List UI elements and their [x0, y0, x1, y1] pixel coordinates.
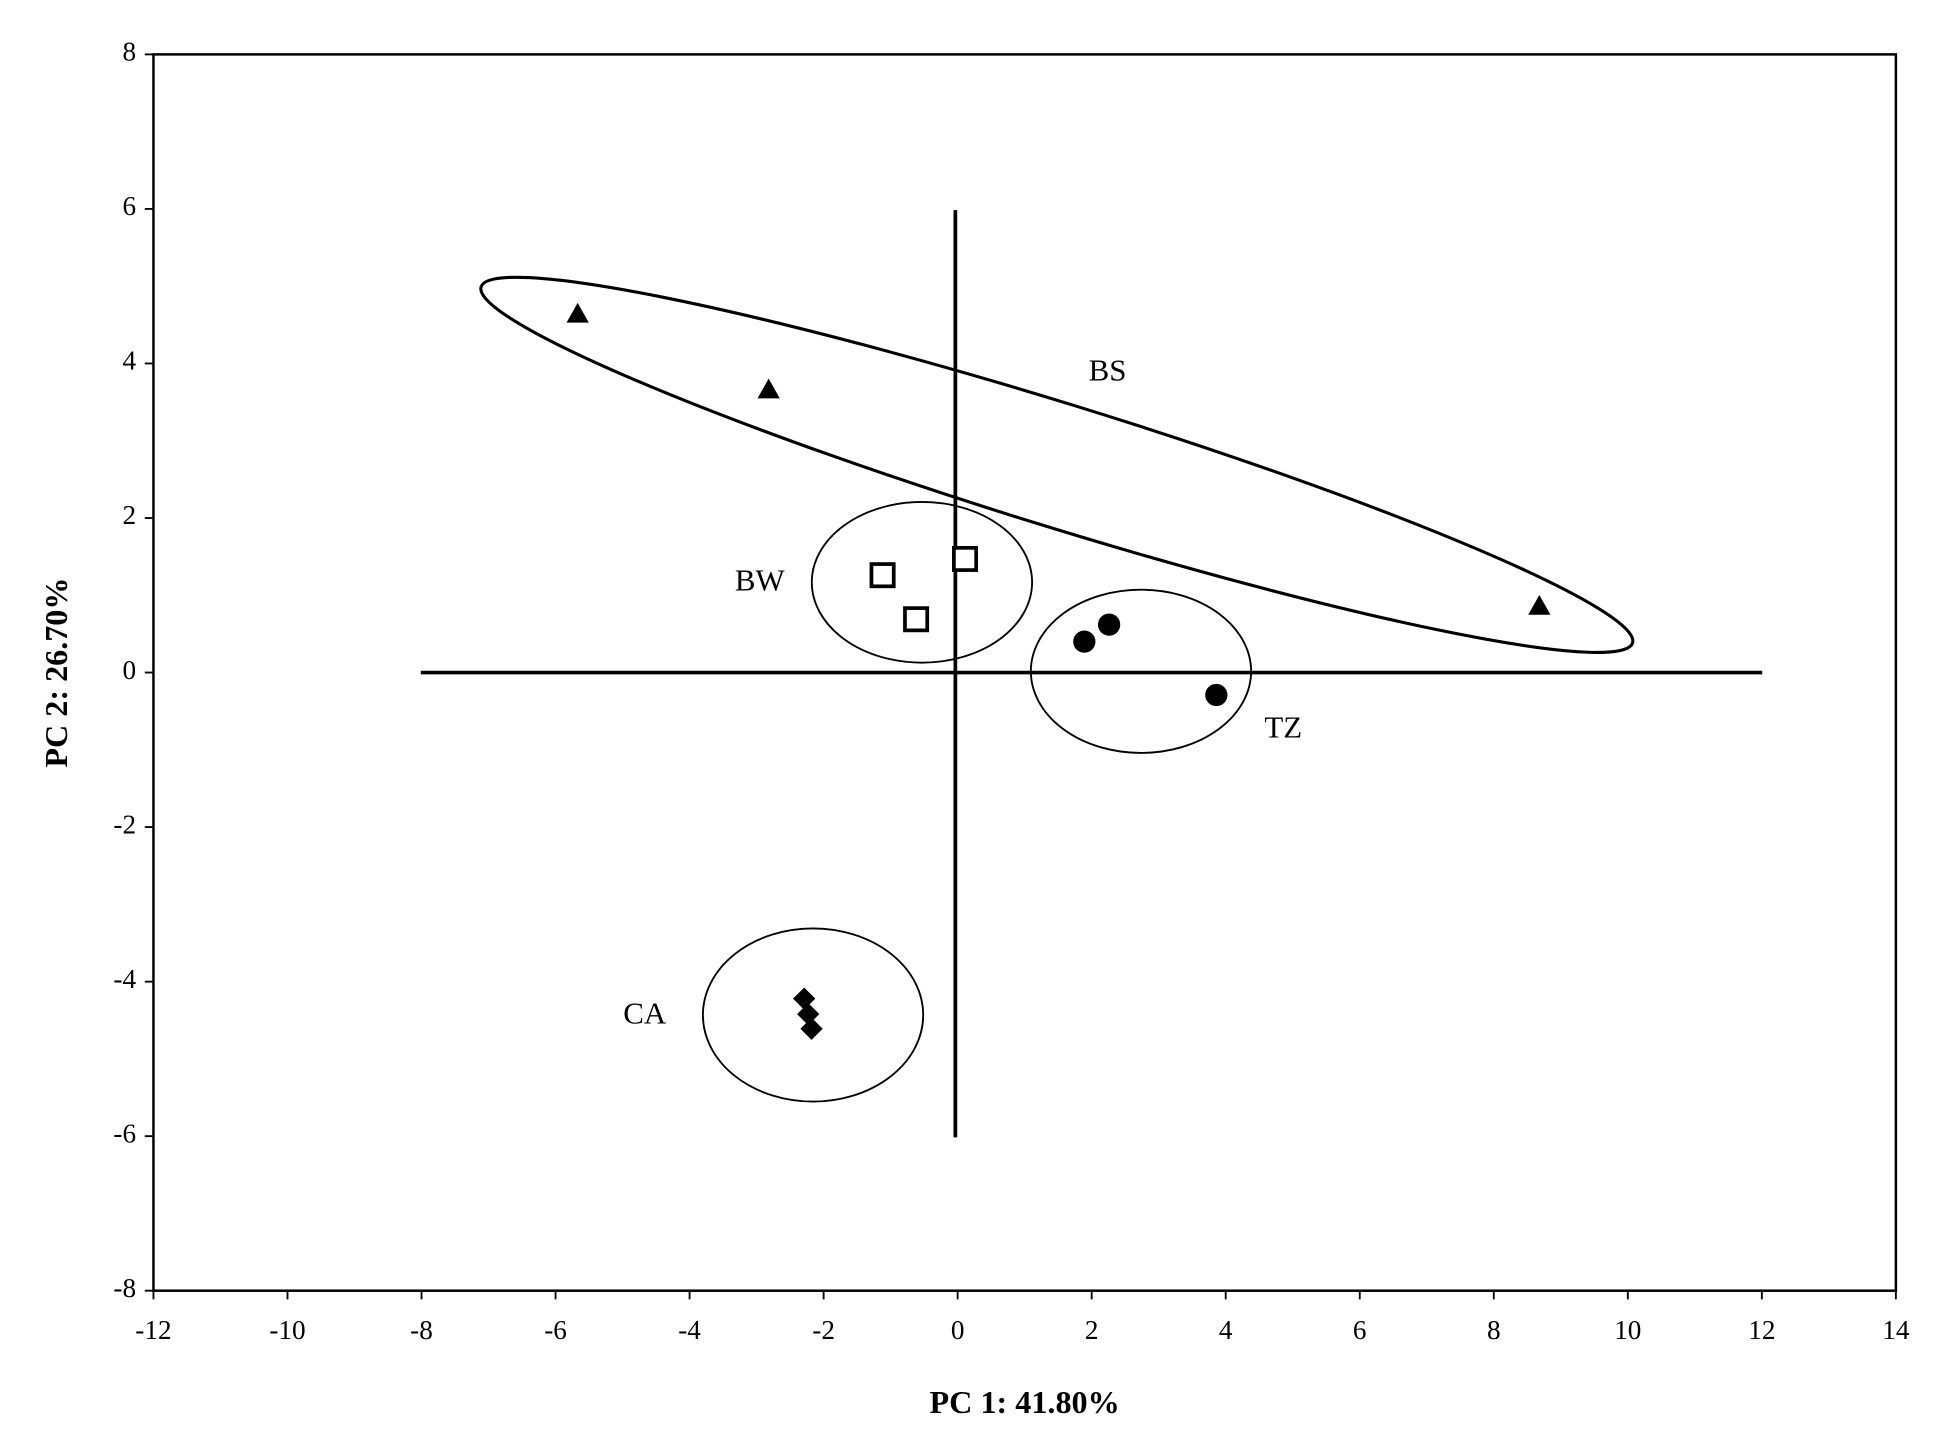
y-tick-label: -2	[113, 809, 136, 839]
y-axis-title: PC 2: 26.70%	[38, 578, 74, 768]
x-tick-label: -10	[269, 1315, 305, 1345]
x-axis-title: PC 1: 41.80%	[930, 1384, 1120, 1420]
y-tick-label: 0	[123, 655, 137, 685]
group-ellipse	[479, 275, 1635, 654]
point	[1097, 613, 1121, 636]
group-label: BW	[735, 563, 786, 598]
point	[1073, 630, 1096, 653]
x-tick-label: 2	[1085, 1315, 1099, 1345]
x-tick-label: 12	[1748, 1315, 1775, 1345]
point	[793, 987, 816, 1010]
point	[797, 1002, 820, 1026]
x-tick-label: 10	[1614, 1315, 1641, 1345]
x-tick-label: -2	[812, 1315, 835, 1345]
point	[800, 1017, 823, 1040]
point	[903, 606, 930, 633]
x-tick-label: 6	[1353, 1315, 1367, 1345]
group-label: CA	[623, 995, 667, 1030]
x-tick-label: -12	[135, 1315, 171, 1345]
y-tick-label: -4	[113, 964, 136, 994]
x-tick-label: 8	[1487, 1315, 1501, 1345]
point	[757, 378, 780, 399]
y-tick-label: 8	[123, 37, 137, 67]
y-tick-label: -6	[113, 1118, 136, 1148]
y-tick-label: -8	[113, 1273, 136, 1303]
point	[869, 562, 896, 589]
group-ellipse	[1029, 588, 1253, 754]
group-label: TZ	[1264, 710, 1302, 745]
point	[1205, 683, 1228, 707]
y-tick-label: 2	[123, 500, 137, 530]
x-tick-label: 4	[1219, 1315, 1233, 1345]
group-label: BS	[1089, 352, 1127, 387]
group-ellipse	[810, 501, 1034, 664]
group-ellipse	[701, 927, 925, 1103]
x-tick-label: 0	[951, 1315, 965, 1345]
point	[1528, 594, 1551, 615]
x-tick-label: -6	[544, 1315, 567, 1345]
y-tick-label: 4	[123, 346, 137, 376]
x-tick-label: 14	[1882, 1315, 1910, 1345]
point	[952, 545, 979, 572]
x-tick-label: -8	[410, 1315, 433, 1345]
x-tick-label: -4	[678, 1315, 701, 1345]
y-tick-label: 6	[123, 191, 137, 221]
point	[566, 302, 589, 323]
